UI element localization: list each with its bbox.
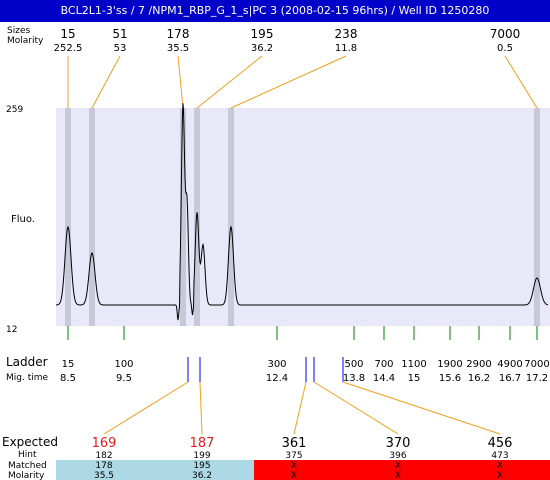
peak-size: 195	[251, 27, 274, 41]
expected-connector	[313, 381, 399, 435]
peak-band	[65, 108, 71, 326]
matched-row-background	[56, 460, 254, 480]
ladder-migtime: 14.4	[373, 373, 395, 384]
ladder-size: 1900	[437, 359, 462, 370]
expected-label: Expected	[2, 435, 58, 449]
hint-size: 375	[285, 451, 302, 461]
peak-size: 7000	[490, 27, 521, 41]
peak-connector	[196, 55, 263, 109]
peak-band	[228, 108, 234, 326]
matched-label: Matched	[8, 461, 47, 471]
hint-size: 473	[491, 451, 508, 461]
ladder-migtime: 9.5	[116, 373, 132, 384]
expected-size: 456	[488, 436, 513, 451]
matched-molarity: X	[497, 471, 503, 480]
ladder-migtime: 15	[408, 373, 421, 384]
matched-molarity: X	[395, 471, 401, 480]
peak-connector	[91, 55, 121, 109]
plot-area	[56, 108, 550, 326]
peak-molarity: 252.5	[54, 43, 83, 54]
unmatched-row-background	[254, 460, 550, 480]
peak-molarity: 11.8	[335, 43, 357, 54]
ladder-size: 300	[267, 359, 286, 370]
hint-label: Hint	[18, 450, 37, 460]
y-tick-max: 259	[6, 105, 23, 115]
sizes-label: Sizes	[7, 26, 30, 36]
peak-size: 51	[112, 27, 127, 41]
peak-band	[89, 108, 95, 326]
peak-band	[180, 108, 186, 326]
ladder-size: 100	[114, 359, 133, 370]
expected-connector	[199, 381, 203, 435]
expected-connector	[103, 381, 189, 435]
y-axis-label: Fluo.	[11, 214, 35, 225]
expected-size: 370	[386, 436, 411, 451]
peak-connector	[230, 55, 347, 109]
ladder-size: 700	[374, 359, 393, 370]
ladder-migtime: 13.8	[343, 373, 365, 384]
matched-size: X	[291, 461, 297, 471]
ladder-size: 15	[62, 359, 75, 370]
matched-size: X	[497, 461, 503, 471]
peak-size: 15	[60, 27, 75, 41]
matched-size: 178	[95, 461, 112, 471]
matched-size: X	[395, 461, 401, 471]
peak-molarity: 35.5	[167, 43, 189, 54]
ladder-size: 500	[344, 359, 363, 370]
ladder-migtime: 16.7	[499, 373, 521, 384]
peak-size: 178	[167, 27, 190, 41]
expected-size: 169	[92, 436, 117, 451]
expected-connector	[293, 381, 307, 435]
hint-size: 199	[193, 451, 210, 461]
ladder-migtime: 16.2	[468, 373, 490, 384]
peak-connector	[504, 55, 538, 109]
peak-molarity: 0.5	[497, 43, 513, 54]
y-tick-min: 12	[6, 325, 17, 335]
peak-size: 238	[335, 27, 358, 41]
molarity-label: Molarity	[7, 36, 44, 46]
matched-molarity: X	[291, 471, 297, 480]
expected-size: 361	[282, 436, 307, 451]
hint-size: 396	[389, 451, 406, 461]
peak-molarity: 53	[114, 43, 127, 54]
ladder-migtime: 17.2	[526, 373, 548, 384]
ladder-size: 2900	[466, 359, 491, 370]
expected-size: 187	[190, 436, 215, 451]
bottom-molarity-label: Molarity	[8, 471, 45, 480]
ladder-size: 7000	[524, 359, 549, 370]
matched-size: 195	[193, 461, 210, 471]
peak-band	[534, 108, 540, 326]
matched-molarity: 36.2	[192, 471, 212, 480]
ladder-migtime: 12.4	[266, 373, 288, 384]
hint-size: 182	[95, 451, 112, 461]
matched-molarity: 35.5	[94, 471, 114, 480]
peak-band	[194, 108, 200, 326]
ladder-size: 4900	[497, 359, 522, 370]
peak-molarity: 36.2	[251, 43, 273, 54]
peak-connector	[177, 55, 184, 109]
migtime-label: Mig. time	[6, 373, 48, 383]
ladder-migtime: 15.6	[439, 373, 461, 384]
expected-connector	[342, 381, 501, 435]
fluorescence-trace	[55, 103, 549, 321]
ladder-migtime: 8.5	[60, 373, 76, 384]
chart-title: BCL2L1-3'ss / 7 /NPM1_RBP_G_1_s|PC 3 (20…	[0, 0, 550, 22]
ladder-label: Ladder	[6, 355, 48, 369]
ladder-size: 1100	[401, 359, 426, 370]
